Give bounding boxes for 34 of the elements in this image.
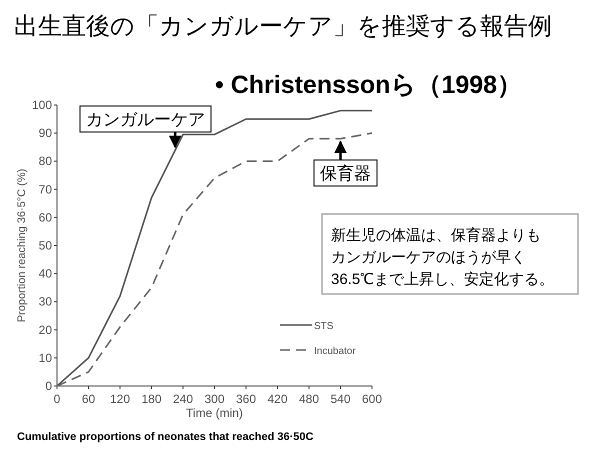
- x-tick-label: 540: [330, 392, 351, 406]
- annotation: 保育器: [320, 164, 371, 183]
- y-tick-label: 0: [45, 379, 52, 393]
- y-axis-title: Proportion reaching 36·5°C (%): [16, 168, 28, 322]
- x-tick-label: 420: [267, 392, 288, 406]
- x-tick-label: 360: [236, 392, 256, 406]
- x-tick-label: 480: [298, 392, 320, 406]
- y-tick-label: 30: [38, 294, 52, 309]
- x-tick-label: 180: [141, 392, 162, 406]
- y-tick-label: 20: [38, 322, 52, 337]
- annotation: 新生児の体温は、保育器よりも: [331, 227, 541, 244]
- annotation: 36.5℃まで上昇し、安定化する。: [331, 271, 554, 288]
- x-axis-title: Time (min): [186, 406, 243, 420]
- annotation: カンガルーケア: [86, 110, 205, 129]
- legend-label: STS: [314, 321, 334, 332]
- x-tick-label: 600: [362, 392, 382, 406]
- x-tick-label: 120: [110, 392, 130, 406]
- y-tick-label: 10: [38, 350, 52, 365]
- legend-label: Incubator: [314, 346, 356, 357]
- y-tick-label: 50: [38, 238, 52, 252]
- x-tick-label: 0: [54, 392, 61, 406]
- annotation: カンガルーケアのほうが早く: [331, 249, 526, 266]
- x-tick-label: 60: [82, 392, 96, 406]
- y-tick-label: 100: [32, 98, 52, 112]
- y-tick-label: 80: [38, 154, 52, 168]
- chart-title: 出生直後の「カンガルーケア」を推奨する報告例: [14, 13, 552, 40]
- y-tick-label: 70: [38, 182, 52, 196]
- y-tick-label: 90: [38, 126, 52, 140]
- x-tick-label: 300: [204, 392, 225, 406]
- y-tick-label: 60: [38, 210, 52, 224]
- y-tick-label: 40: [38, 266, 52, 281]
- text: Cumulative proportions of neonates that reached 36·50C: [17, 431, 314, 443]
- chart-subtitle: • Christenssonら（1998）: [215, 71, 522, 99]
- x-tick-label: 240: [172, 392, 194, 406]
